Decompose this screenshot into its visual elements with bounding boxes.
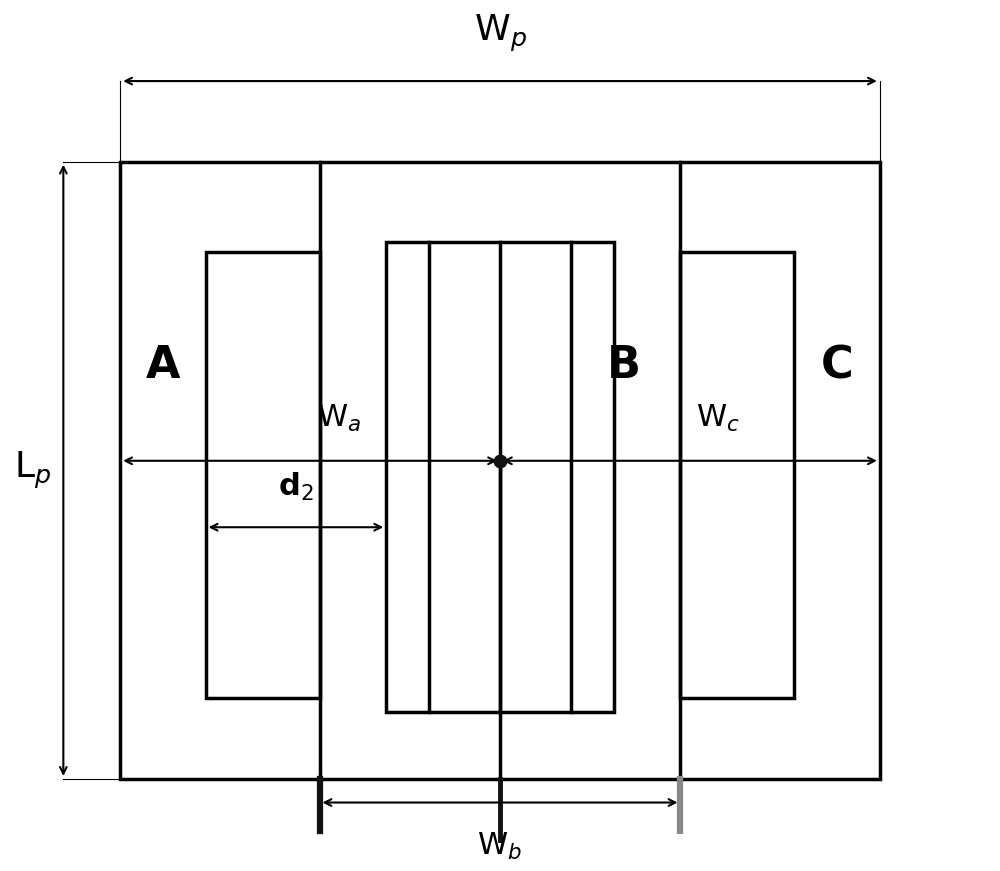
Bar bbox=[680, 252, 794, 698]
Text: W$_a$: W$_a$ bbox=[317, 403, 361, 435]
Text: W$_b$: W$_b$ bbox=[477, 831, 523, 862]
Bar bbox=[386, 242, 614, 712]
Text: W$_c$: W$_c$ bbox=[696, 403, 740, 435]
Text: L$_p$: L$_p$ bbox=[14, 449, 52, 491]
Bar bbox=[206, 252, 320, 698]
Text: A: A bbox=[146, 344, 180, 388]
Bar bbox=[120, 162, 880, 779]
Text: C: C bbox=[821, 344, 853, 388]
Text: d$_2$: d$_2$ bbox=[278, 471, 314, 503]
Text: W$_p$: W$_p$ bbox=[474, 13, 526, 55]
Text: B: B bbox=[606, 344, 640, 388]
